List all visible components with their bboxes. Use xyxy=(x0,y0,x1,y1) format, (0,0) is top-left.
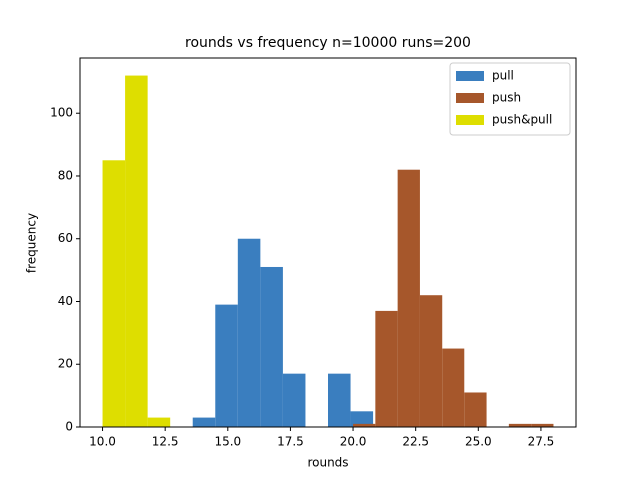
y-tick-label: 60 xyxy=(58,231,73,245)
y-tick-label: 0 xyxy=(65,420,73,434)
legend-swatch xyxy=(456,71,484,81)
bar xyxy=(531,423,554,427)
bar xyxy=(282,373,306,427)
axes-frame xyxy=(79,57,577,428)
y-axis-label: frequency xyxy=(25,213,39,273)
x-tick-label: 22.5 xyxy=(402,435,429,449)
bar xyxy=(192,417,216,427)
x-axis-label: rounds xyxy=(307,456,348,470)
bar xyxy=(125,75,148,428)
bar xyxy=(102,160,126,427)
bar xyxy=(442,348,465,427)
bar xyxy=(464,392,487,427)
legend-label: push&pull xyxy=(492,113,552,127)
x-tick-label: 10.0 xyxy=(89,435,116,449)
bar xyxy=(350,411,374,427)
chart-title: rounds vs frequency n=10000 runs=200 xyxy=(185,35,471,51)
legend-label: pull xyxy=(492,69,514,83)
legend-swatch xyxy=(456,93,484,103)
x-tick-label: 27.5 xyxy=(528,435,555,449)
bar xyxy=(397,169,420,427)
y-tick-label: 40 xyxy=(58,294,73,308)
x-tick-label: 15.0 xyxy=(214,435,241,449)
bar xyxy=(215,304,238,427)
bar xyxy=(328,373,351,427)
legend-swatch xyxy=(456,115,484,125)
y-tick-label: 80 xyxy=(58,168,73,182)
bar xyxy=(508,423,532,427)
x-tick-label: 20.0 xyxy=(340,435,367,449)
bar xyxy=(260,266,283,427)
bar xyxy=(375,310,398,427)
x-tick-label: 17.5 xyxy=(277,435,304,449)
y-tick-label: 100 xyxy=(50,106,73,120)
bar xyxy=(353,423,376,427)
bar xyxy=(419,295,443,427)
x-tick-label: 25.0 xyxy=(465,435,492,449)
bar xyxy=(237,238,261,427)
legend-label: push xyxy=(492,91,521,105)
x-tick-label: 12.5 xyxy=(152,435,179,449)
y-tick-label: 20 xyxy=(58,357,73,371)
bar xyxy=(147,417,171,427)
